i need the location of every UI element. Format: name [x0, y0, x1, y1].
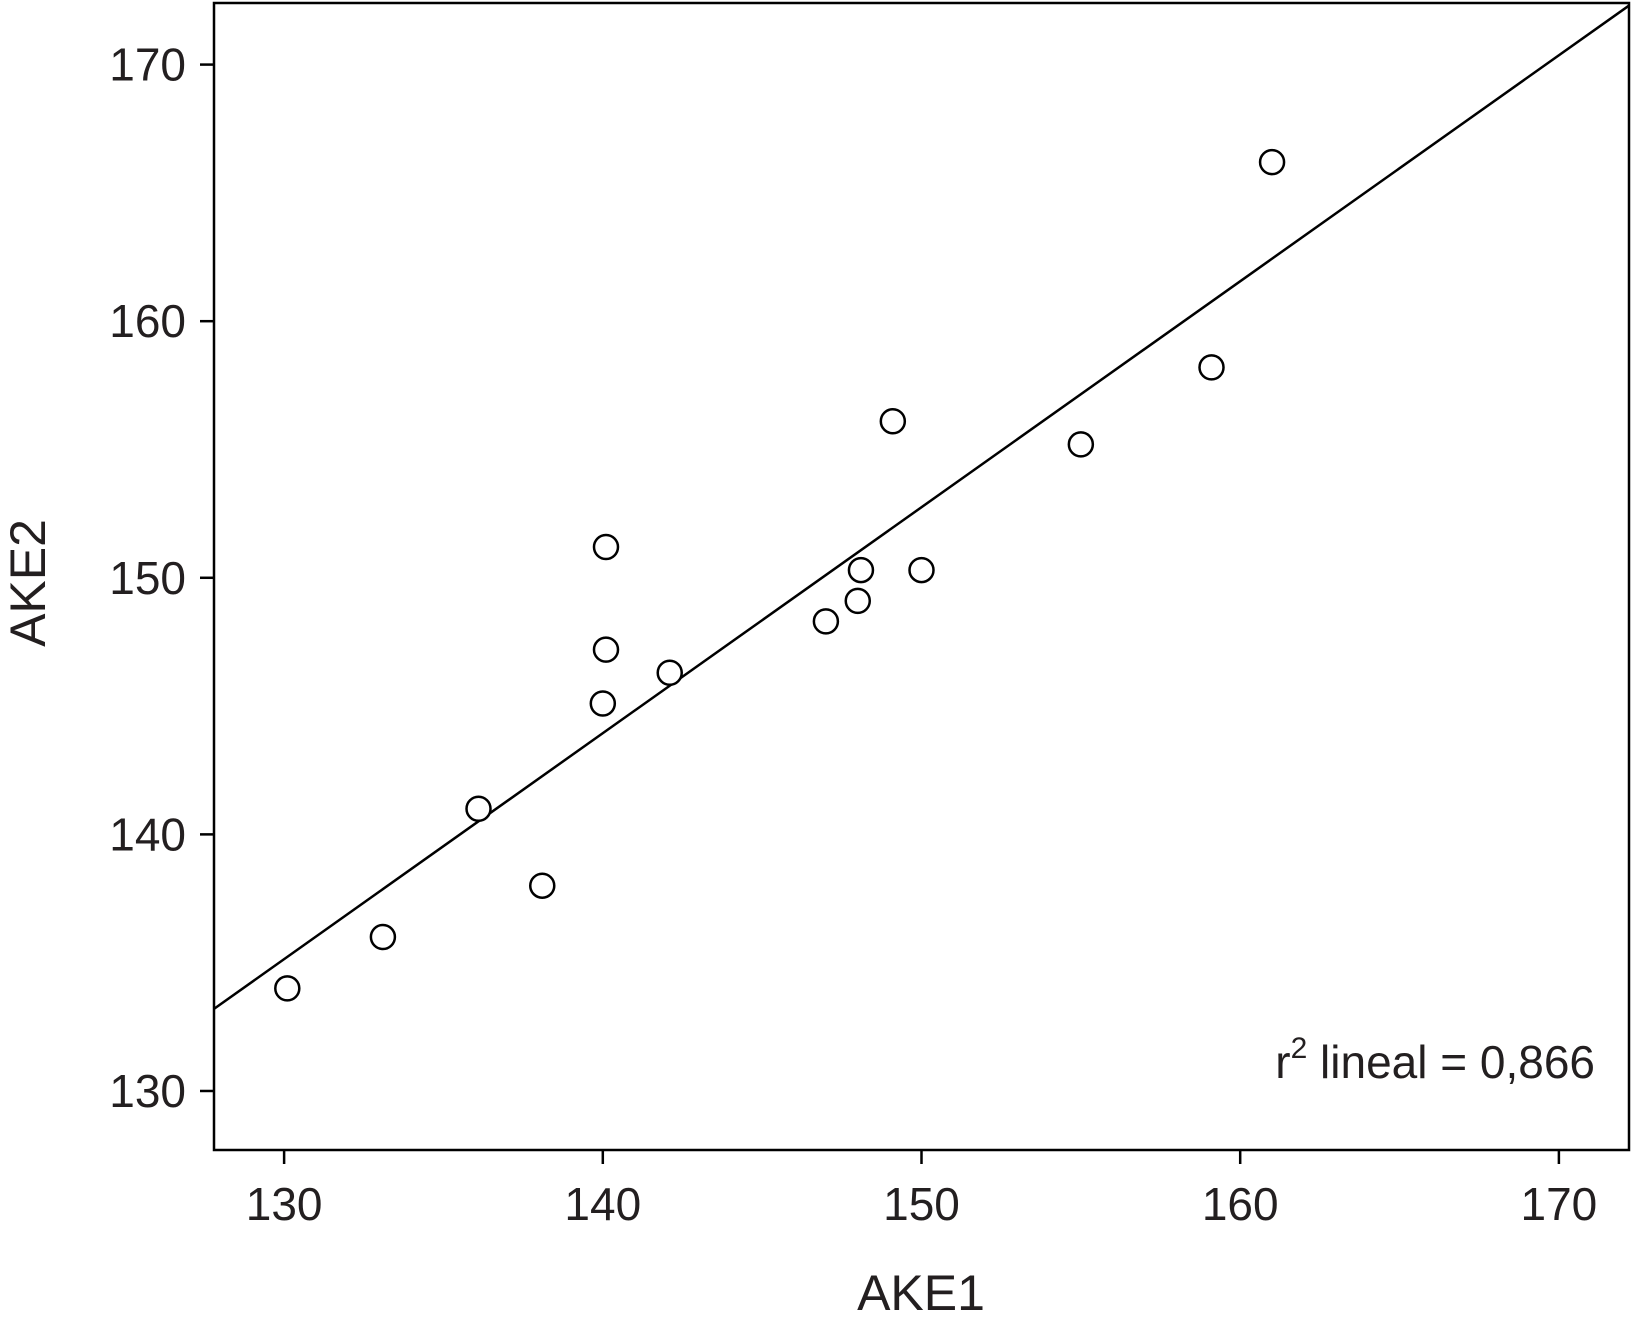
data-point	[592, 636, 620, 663]
x-tick-label: 130	[246, 1178, 323, 1230]
data-point	[369, 923, 397, 951]
data-point	[1258, 148, 1286, 176]
data-point	[812, 608, 840, 635]
data-points	[274, 148, 1286, 1002]
data-point	[529, 872, 556, 899]
data-point	[847, 556, 875, 584]
y-tick-label: 140	[109, 808, 186, 860]
y-axis: 130 140 150 160 170	[109, 39, 214, 1117]
data-point	[465, 795, 492, 822]
x-tick-label: 170	[1521, 1178, 1598, 1230]
r-symbol: r	[1275, 1036, 1290, 1088]
x-tick-label: 140	[564, 1178, 641, 1230]
y-tick-label: 170	[109, 39, 186, 91]
regression-line	[213, 4, 1630, 1010]
data-point	[879, 408, 907, 435]
data-point	[908, 556, 935, 584]
data-point	[1198, 354, 1225, 381]
data-point	[274, 975, 301, 1002]
r-squared-value: lineal = 0,866	[1307, 1036, 1595, 1088]
data-point	[589, 690, 617, 717]
r-superscript: 2	[1291, 1032, 1308, 1065]
data-point	[656, 659, 683, 686]
x-tick-label: 150	[883, 1178, 960, 1230]
data-point	[592, 533, 620, 561]
y-tick-label: 130	[109, 1065, 186, 1117]
data-point	[844, 587, 872, 615]
y-tick-label: 160	[109, 295, 186, 347]
x-tick-label: 160	[1202, 1178, 1279, 1230]
x-axis: 130 140 150 160 170	[246, 1150, 1598, 1230]
y-axis-title: AKE2	[0, 519, 56, 647]
data-point	[1067, 431, 1095, 458]
r-squared-annotation: r2 lineal = 0,866	[1275, 1032, 1595, 1088]
x-axis-title: AKE1	[857, 1265, 985, 1321]
y-tick-label: 150	[109, 552, 186, 604]
